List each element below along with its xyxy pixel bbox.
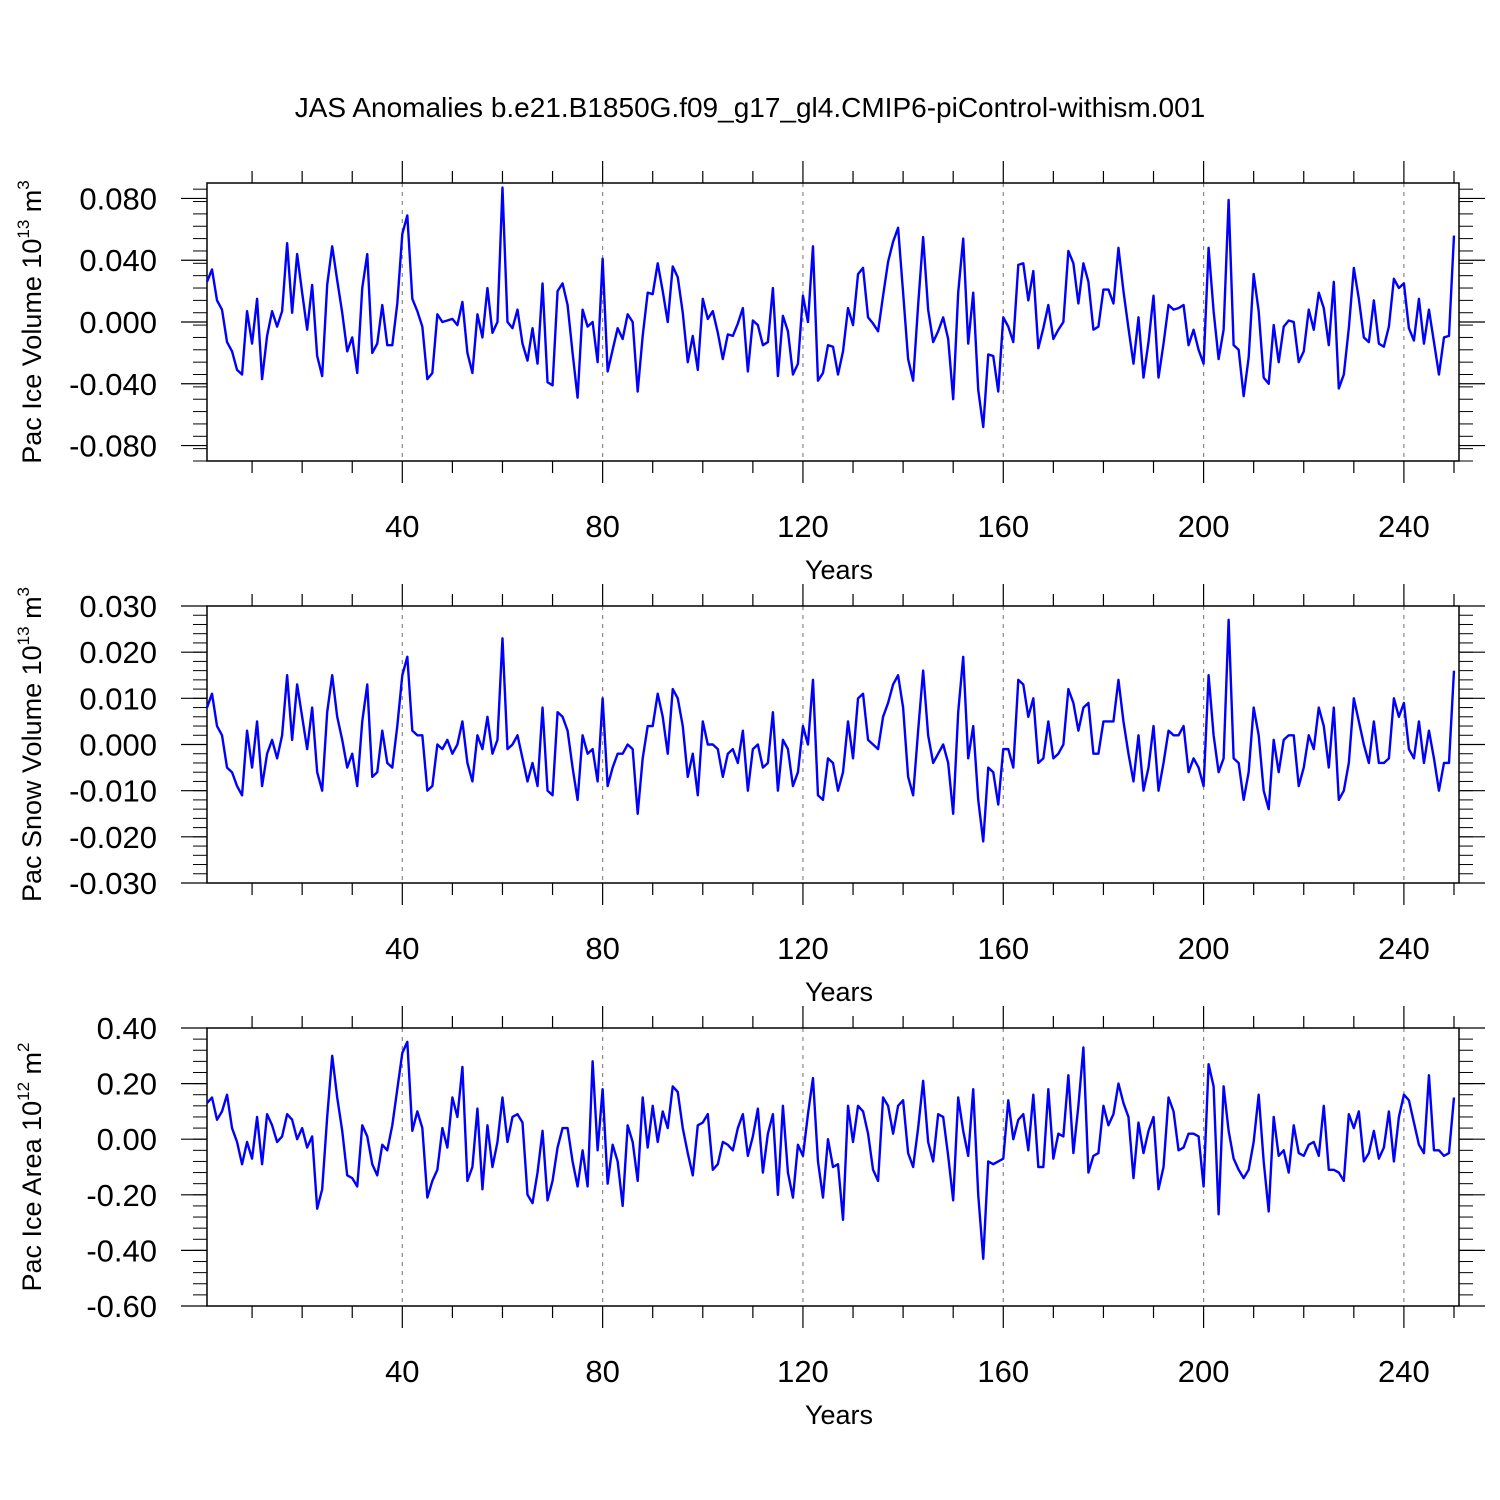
x-tick-label: 240 — [1378, 931, 1430, 966]
y-axis-label-unit: m — [17, 1052, 47, 1082]
x-axis-label: Years — [805, 555, 873, 585]
y-tick-label: 0.010 — [79, 681, 157, 716]
y-tick-label: -0.60 — [86, 1289, 157, 1324]
x-tick-label: 120 — [777, 509, 829, 544]
plot-frame — [206, 1027, 1460, 1307]
panel-3: 40 80 120 160 200 240 Years -0.60 -0.40 -0.20 0.00… — [14, 1006, 1485, 1430]
y-axis-label: Pac Snow Volume 1013 m3 — [14, 587, 47, 902]
y-axis-label-unit-exponent: 2 — [14, 1042, 33, 1051]
x-tick-label: 80 — [585, 931, 619, 966]
y-tick-label: -0.020 — [69, 820, 157, 855]
x-tick-label: 40 — [385, 931, 419, 966]
y-axis-label-exponent: 13 — [14, 220, 33, 239]
x-tick-label: 200 — [1178, 931, 1230, 966]
x-tick-label: 160 — [977, 931, 1029, 966]
y-tick-label: 0.040 — [79, 243, 157, 278]
y-tick-label: -0.40 — [86, 1233, 157, 1268]
y-axis-label-text: Pac Ice Volume 10 — [17, 239, 47, 464]
y-axis-label-unit: m — [17, 596, 47, 626]
y-axis-label: Pac Ice Volume 1013 m3 — [14, 180, 47, 464]
x-tick-label: 40 — [385, 1354, 419, 1389]
y-tick-label: 0.080 — [79, 181, 157, 216]
y-tick-label: 0.020 — [79, 635, 157, 670]
panel-1: 40 80 120 160 200 240 Years -0.080 -0.040 0.000 0.… — [14, 161, 1485, 585]
y-axis-label-unit-exponent: 3 — [14, 180, 33, 189]
x-tick-label: 80 — [585, 509, 619, 544]
y-axis-label-unit-exponent: 3 — [14, 587, 33, 596]
x-tick-label: 240 — [1378, 1354, 1430, 1389]
chart-title: JAS Anomalies b.e21.B1850G.f09_g17_gl4.C… — [294, 92, 1206, 123]
y-axis-label-text: Pac Snow Volume 10 — [17, 645, 47, 902]
series-line — [206, 1040, 1456, 1260]
x-tick-label: 120 — [777, 1354, 829, 1389]
series-line — [205, 618, 1456, 843]
y-axis-label-exponent: 13 — [14, 626, 33, 645]
y-tick-label: 0.000 — [79, 305, 157, 340]
y-axis-label-text: Pac Ice Area 10 — [17, 1101, 47, 1292]
y-tick-label: -0.080 — [69, 429, 157, 464]
y-axis-label-unit: m — [17, 190, 47, 220]
x-tick-label: 240 — [1378, 509, 1430, 544]
y-tick-label: -0.030 — [69, 866, 157, 901]
y-tick-label: -0.040 — [69, 367, 157, 402]
y-tick-label: 0.40 — [97, 1011, 157, 1046]
x-tick-label: 200 — [1178, 1354, 1230, 1389]
y-tick-label: 0.20 — [97, 1067, 157, 1102]
y-axis-label: Pac Ice Area 1012 m2 — [14, 1042, 47, 1291]
x-tick-label: 160 — [977, 509, 1029, 544]
y-tick-label: 0.00 — [97, 1122, 157, 1157]
y-tick-label: 0.000 — [79, 728, 157, 763]
x-tick-label: 40 — [385, 509, 419, 544]
y-tick-label: 0.030 — [79, 589, 157, 624]
x-axis-label: Years — [805, 977, 873, 1007]
x-axis-label: Years — [805, 1400, 873, 1430]
y-tick-label: -0.20 — [86, 1178, 157, 1213]
x-tick-label: 200 — [1178, 509, 1230, 544]
series-line — [205, 186, 1456, 429]
x-tick-label: 160 — [977, 1354, 1029, 1389]
y-axis-label-exponent: 12 — [14, 1082, 33, 1101]
y-tick-label: -0.010 — [69, 774, 157, 809]
x-tick-label: 120 — [777, 931, 829, 966]
x-tick-label: 80 — [585, 1354, 619, 1389]
panel-2: 40 80 120 160 200 240 Years -0.030 -0.020 -0.010 0… — [14, 584, 1485, 1007]
